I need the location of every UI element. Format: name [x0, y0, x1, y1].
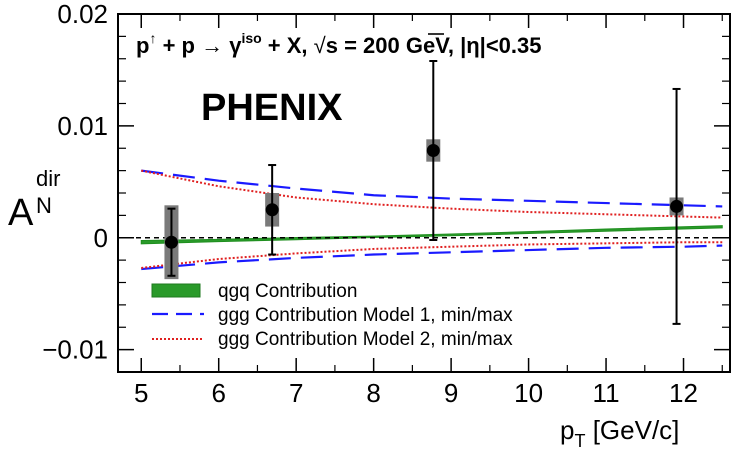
data-point	[670, 199, 684, 213]
data-points-layer	[164, 59, 684, 325]
legend: qgq Contribution ggg Contribution Model …	[151, 281, 513, 350]
data-point	[164, 235, 178, 249]
experiment-label: PHENIX	[201, 87, 343, 129]
chart-title: p↑ + p → γiso + X, √s = 200 GeV, |η|<0.3…	[136, 30, 542, 58]
y-tick-label: −0.01	[42, 335, 108, 365]
x-axis-label: pT [GeV/c]	[560, 415, 679, 451]
y-axis-label-sub: N	[36, 193, 52, 218]
x-axis-label-main: p	[560, 415, 574, 445]
title-beam-sup: ↑	[149, 30, 156, 46]
legend-swatch-qgq	[151, 283, 201, 298]
legend-label-ggg-model-2: ggg Contribution Model 2, min/max	[218, 329, 513, 350]
y-axis-label-main: A	[8, 192, 34, 234]
title-photon-sup: iso	[241, 30, 261, 46]
title-rest: + X,	[262, 33, 314, 58]
x-tick-label: 12	[669, 378, 698, 408]
title-plus-p: + p → γ	[156, 33, 242, 58]
y-axis-label-sup: dir	[36, 166, 60, 191]
legend-label-ggg-model-1: ggg Contribution Model 1, min/max	[218, 305, 513, 326]
x-tick-label: 7	[289, 378, 303, 408]
x-axis-label-sub: T	[574, 431, 585, 451]
title-energy: s = 200 GeV, |η|<0.35	[326, 33, 542, 58]
qgq-band-layer	[140, 225, 723, 245]
ggg-model-2-max-curve	[141, 169, 723, 219]
legend-label-qgq: qgq Contribution	[218, 281, 357, 302]
x-tick-label: 6	[211, 378, 225, 408]
title-sqrt: √	[314, 33, 327, 58]
x-tick-label: 8	[366, 378, 380, 408]
ggg-curve-layer	[141, 169, 723, 271]
x-tick-label: 9	[444, 378, 458, 408]
x-axis-label-unit: [GeV/c]	[585, 415, 679, 445]
qgq-band	[140, 225, 723, 245]
x-tick-label: 10	[514, 378, 543, 408]
x-tick-label: 11	[593, 378, 620, 408]
y-tick-label: 0.02	[57, 0, 108, 29]
x-tick-labels: 5 6 7 8 9 10 11 12	[134, 378, 698, 408]
data-point	[265, 203, 279, 217]
ggg-model-1-min-curve	[141, 244, 723, 271]
axis-ticks	[118, 13, 730, 373]
x-tick-label: 5	[134, 378, 148, 408]
y-tick-labels: −0.01 0 0.01 0.02	[42, 0, 108, 365]
y-tick-label: 0	[94, 223, 108, 253]
ggg-model-2-min-curve	[141, 241, 723, 269]
ggg-model-1-max-curve	[141, 169, 723, 208]
data-point	[426, 143, 440, 157]
y-axis-label: A dir N	[8, 166, 60, 234]
y-tick-label: 0.01	[57, 111, 108, 141]
title-beam: p	[136, 33, 149, 58]
